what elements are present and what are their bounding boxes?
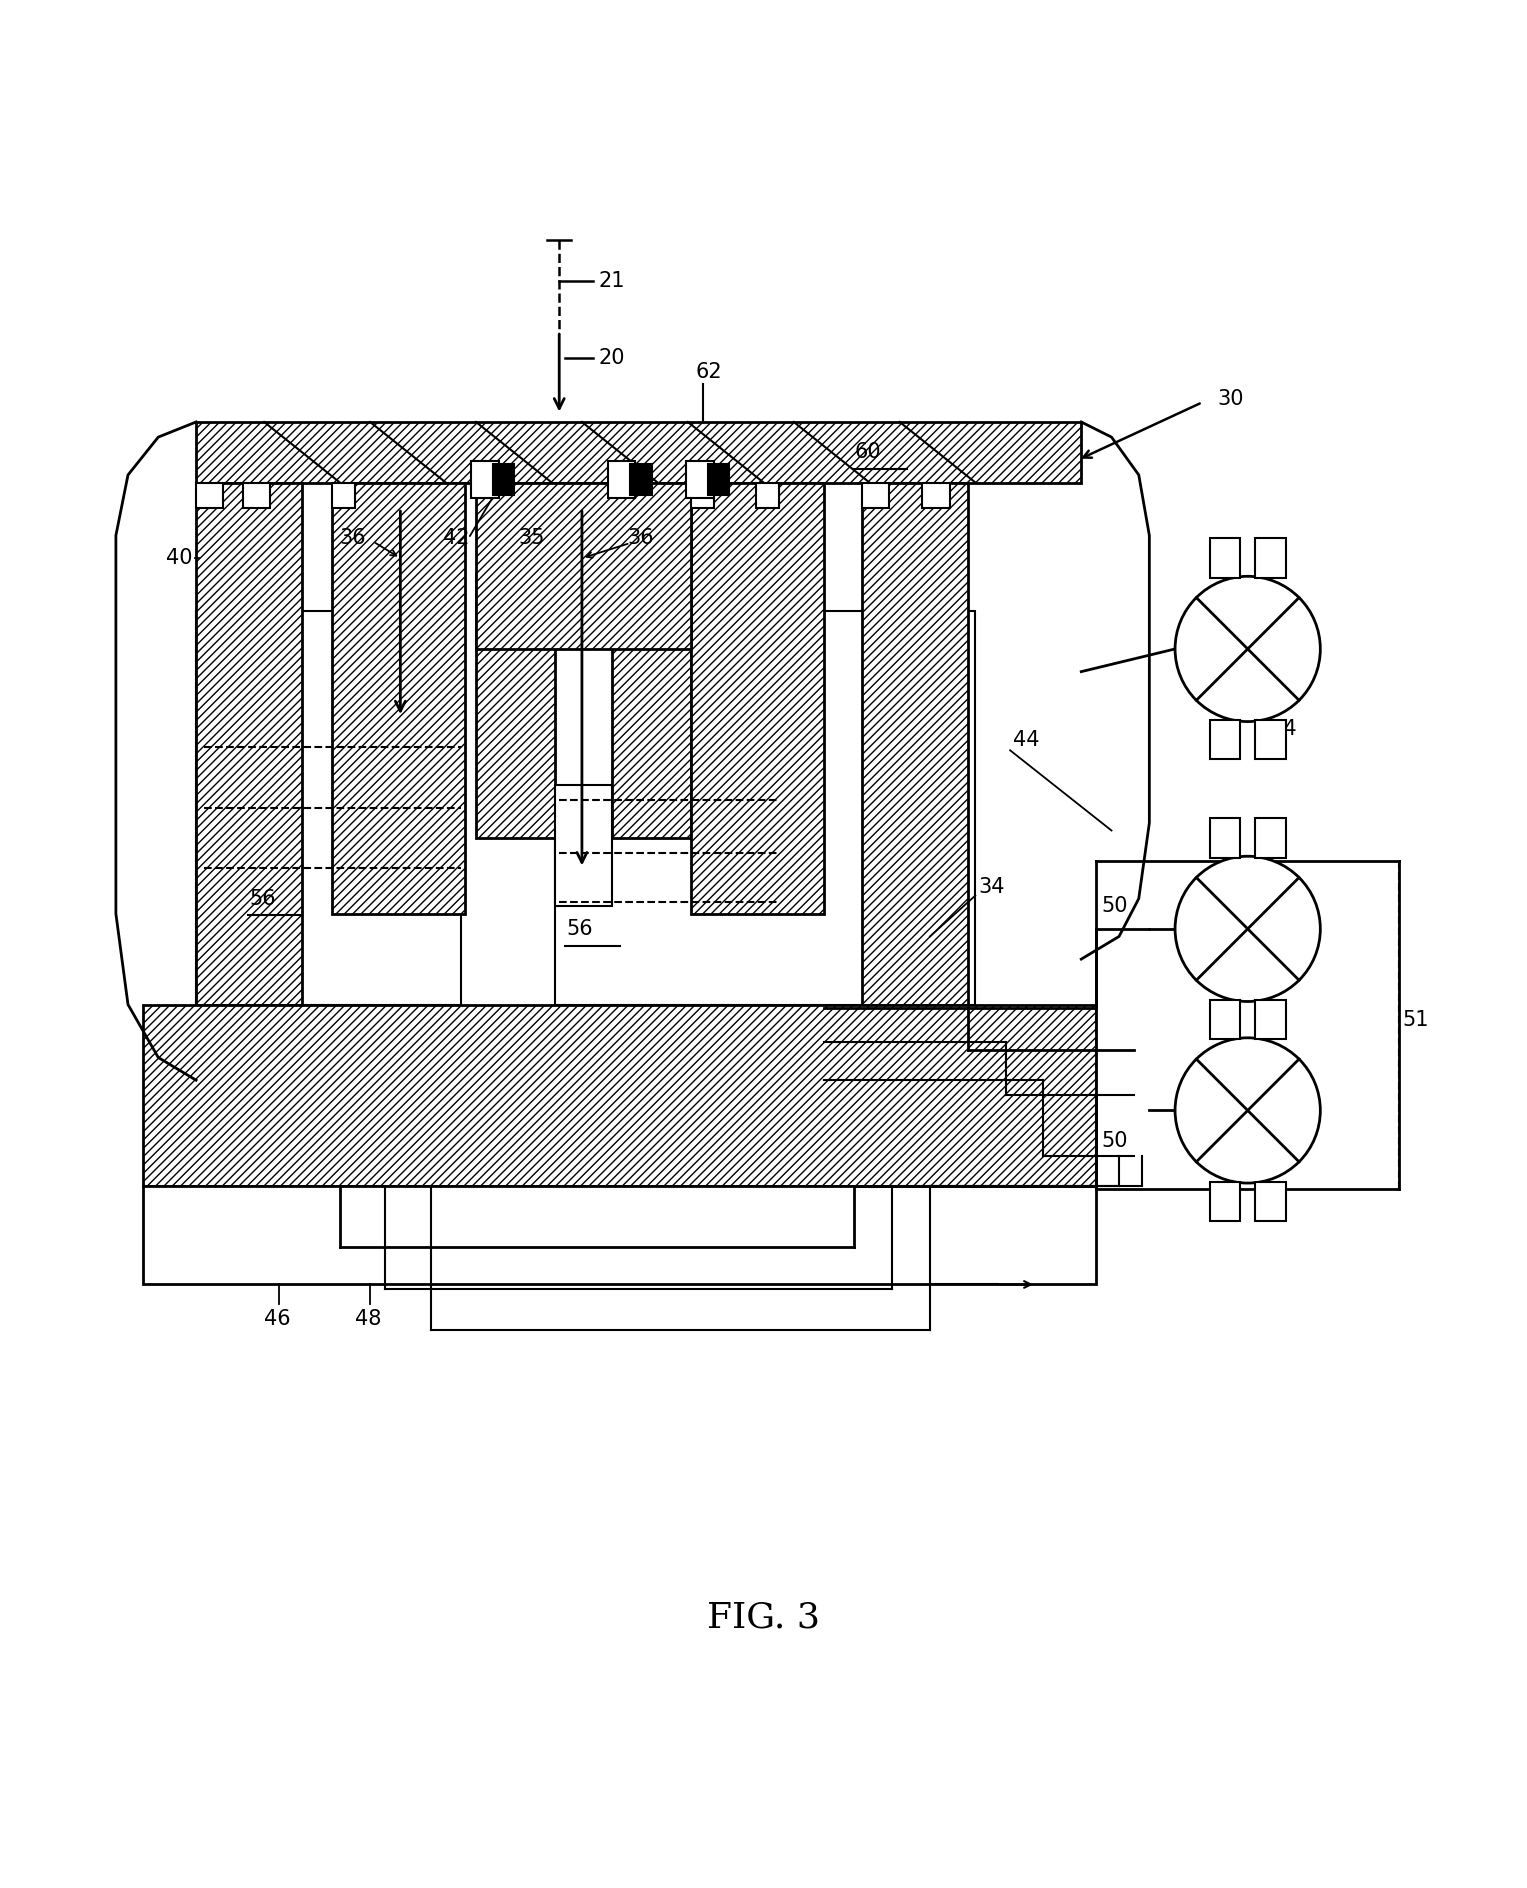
Bar — [686, 461, 713, 498]
Text: 50: 50 — [1101, 897, 1127, 916]
Circle shape — [1176, 857, 1321, 1001]
Bar — [195, 423, 1081, 483]
Bar — [631, 464, 652, 495]
Bar — [1209, 538, 1240, 578]
Text: 64: 64 — [1270, 719, 1296, 738]
Bar — [690, 483, 825, 914]
Bar — [554, 785, 612, 906]
Bar — [195, 483, 223, 508]
Bar — [1255, 719, 1286, 759]
Text: 35: 35 — [518, 529, 545, 549]
Text: 46: 46 — [264, 1308, 290, 1329]
Bar — [707, 464, 728, 495]
Bar — [612, 574, 690, 838]
Bar — [1209, 1001, 1240, 1038]
Bar — [861, 483, 968, 1004]
Text: 44: 44 — [1012, 731, 1040, 750]
Bar — [144, 1004, 1096, 1186]
Text: 48: 48 — [354, 1308, 382, 1329]
Bar — [922, 483, 950, 508]
Text: 51: 51 — [1402, 1010, 1429, 1029]
Bar — [476, 483, 690, 649]
Text: 56: 56 — [567, 919, 594, 938]
Bar — [1209, 1182, 1240, 1222]
Bar — [756, 483, 779, 508]
Text: 36: 36 — [628, 529, 654, 549]
Text: 60: 60 — [854, 442, 881, 463]
Bar — [861, 483, 889, 508]
Text: 20: 20 — [599, 349, 625, 368]
Text: FIG. 3: FIG. 3 — [707, 1601, 820, 1635]
Text: 56: 56 — [249, 889, 276, 908]
Text: 34: 34 — [979, 876, 1005, 897]
Bar — [1209, 719, 1240, 759]
Bar — [1209, 818, 1240, 857]
Bar — [195, 612, 461, 1004]
Circle shape — [1176, 576, 1321, 721]
Bar — [690, 483, 713, 508]
Bar — [1255, 1182, 1286, 1222]
Text: 40: 40 — [166, 548, 192, 568]
Bar — [333, 483, 466, 914]
Bar — [1255, 538, 1286, 578]
Text: 50: 50 — [1101, 1131, 1127, 1150]
Text: 42: 42 — [443, 529, 469, 549]
Circle shape — [1176, 1038, 1321, 1184]
Bar — [333, 483, 354, 508]
Bar — [608, 461, 635, 498]
Bar — [1255, 818, 1286, 857]
Bar — [1255, 1001, 1286, 1038]
Bar — [476, 574, 554, 838]
Text: 36: 36 — [341, 529, 366, 549]
Text: 62: 62 — [695, 362, 722, 381]
Bar — [493, 464, 515, 495]
Bar — [195, 483, 302, 1004]
Bar — [554, 612, 976, 1004]
Text: 30: 30 — [1217, 389, 1245, 410]
Bar — [144, 1186, 1096, 1284]
Bar — [243, 483, 270, 508]
Bar — [472, 461, 499, 498]
Text: 21: 21 — [599, 272, 625, 291]
